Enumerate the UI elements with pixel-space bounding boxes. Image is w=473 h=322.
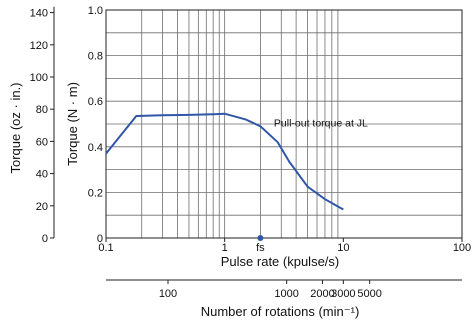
- secondary-y-axis-title: Torque (oz · in.): [8, 82, 23, 173]
- secondary-y-axis-ticks: 0 20 40 60 80 100 120 140: [30, 6, 55, 245]
- secondary-y-tick-label: 80: [36, 104, 48, 116]
- x-axis-title: Pulse rate (kpulse/s): [221, 254, 340, 269]
- secondary-x-axis-title: Number of rotations (min⁻¹): [201, 304, 360, 319]
- y-axis-ticks: 0 0.2 0.4 0.6 0.8 1.0: [88, 5, 103, 245]
- fs-marker: [257, 235, 264, 241]
- y-tick-label: 0.4: [88, 142, 103, 154]
- x-tick-label: 0.1: [98, 242, 113, 254]
- fs-label: fs: [256, 242, 265, 254]
- x-tick-label: 1: [222, 242, 228, 254]
- y-tick-label: 0: [97, 233, 103, 245]
- y-tick-label: 0.2: [88, 187, 103, 199]
- x-tick-label: 10: [337, 242, 349, 254]
- secondary-x-tick-label: 2000: [310, 288, 334, 300]
- secondary-y-tick-label: 120: [30, 40, 48, 52]
- secondary-x-tick-label: 3000: [331, 288, 355, 300]
- x-axis-ticks: 0.1 1 10 100: [98, 238, 471, 254]
- grid: [106, 10, 462, 238]
- series-annotation: Pull-out torque at JL: [274, 117, 368, 129]
- secondary-x-tick-label: 1000: [274, 288, 298, 300]
- y-tick-label: 1.0: [88, 5, 103, 17]
- secondary-y-tick-label: 100: [30, 72, 48, 84]
- secondary-y-tick-label: 60: [36, 136, 48, 148]
- secondary-y-tick-label: 140: [30, 8, 48, 20]
- x-tick-label: 100: [453, 242, 471, 254]
- y-tick-label: 0.6: [88, 96, 103, 108]
- series-line-pull-out-torque: [105, 112, 344, 211]
- plot-frame: [105, 9, 463, 239]
- secondary-x-tick-label: 100: [159, 288, 177, 300]
- secondary-x-tick-label: 5000: [357, 288, 381, 300]
- secondary-y-tick-label: 0: [42, 233, 48, 245]
- y-axis-title: Torque (N · m): [65, 82, 80, 166]
- secondary-y-tick-label: 20: [36, 201, 48, 213]
- y-tick-label: 0.8: [88, 51, 103, 63]
- secondary-y-tick-label: 40: [36, 169, 48, 181]
